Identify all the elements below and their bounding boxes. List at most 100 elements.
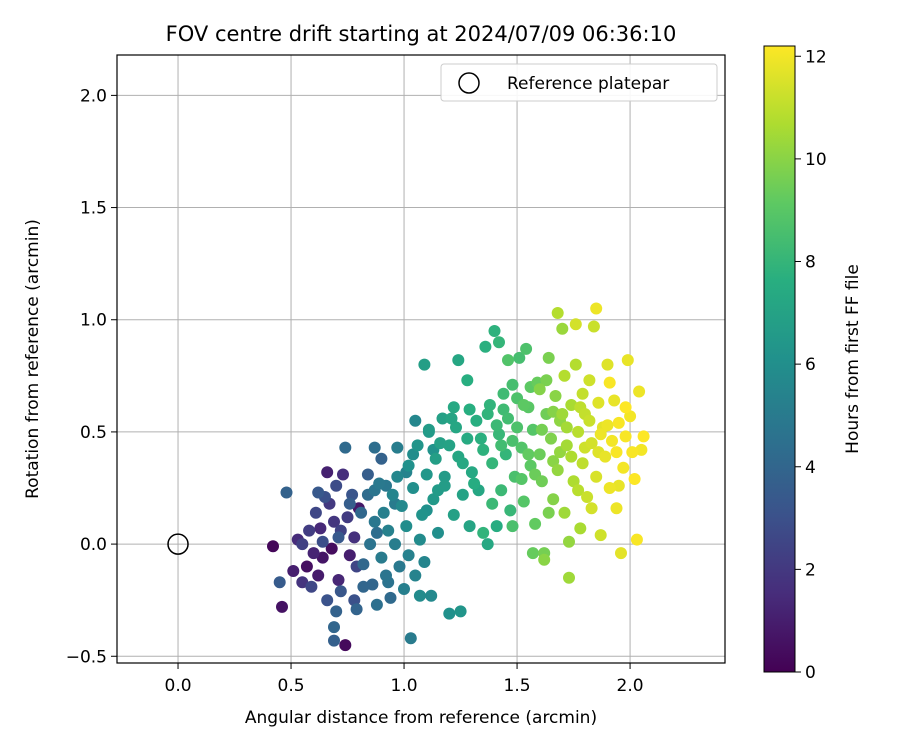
data-point [325,542,338,555]
data-point [346,488,359,501]
data-point [316,535,329,548]
data-point [343,497,356,510]
data-point [328,621,340,634]
data-point [558,369,571,382]
data-point [413,533,426,546]
data-point [542,506,555,519]
data-point [447,508,460,521]
data-point [470,414,483,427]
data-point [542,351,555,364]
data-point [280,486,293,499]
data-point [321,594,334,607]
data-point [450,421,462,434]
data-point [517,399,530,411]
data-point [276,600,288,613]
data-point [393,560,406,573]
data-point [438,470,451,483]
colorbar-gradient [763,45,796,673]
data-point [348,594,361,607]
data-point [506,378,519,391]
y-axis: −0.5 0.0 0.5 1.0 1.5 2.0 [66,86,117,667]
data-point [434,437,447,450]
data-point [556,322,569,335]
data-point [409,414,422,427]
colorbar-tick-label: 12 [805,47,827,67]
data-point [404,632,417,645]
data-point [556,408,569,420]
x-tick-label: 0.5 [278,676,305,696]
data-point [481,408,494,420]
data-point [497,403,510,416]
data-point [355,506,368,519]
legend-label: Reference platepar [507,74,669,94]
data-point [438,479,451,492]
data-point [610,502,623,515]
data-point [526,423,539,436]
data-point [370,598,383,611]
data-point [590,470,603,483]
data-point [565,450,578,463]
data-point [502,354,514,367]
data-point [357,558,370,571]
data-point [624,410,637,423]
data-point [493,336,505,349]
data-point [332,531,345,544]
data-point [547,455,560,468]
data-point [332,574,345,586]
data-point [560,439,573,452]
data-point [563,535,575,548]
data-point [337,468,349,481]
legend-box [440,63,718,102]
data-point [583,374,596,387]
data-point [490,419,503,432]
x-tick-label: 1.5 [504,676,531,696]
data-point [585,437,598,450]
data-point [540,374,553,387]
data-point [612,416,625,429]
data-point [343,549,356,562]
data-point [418,358,431,371]
data-point [316,551,329,564]
data-point [468,477,481,490]
x-axis: 0.0 0.5 1.0 1.5 2.0 [165,663,644,696]
data-point [375,452,388,465]
colorbar-tick-label: 10 [805,150,827,170]
data-point [370,526,383,539]
colorbar-ticks: 0 2 4 6 8 10 12 [795,47,827,683]
data-point [303,524,316,537]
data-point [495,484,508,497]
x-tick-label: 0.0 [165,676,192,696]
colorbar-tick-label: 4 [805,458,816,478]
data-point [395,500,408,512]
data-point [549,390,562,402]
data-point [321,466,334,479]
data-point [305,580,318,593]
data-point [443,607,456,620]
data-point [386,488,399,501]
data-point [416,508,429,521]
data-point [398,583,410,595]
data-point [350,603,363,616]
x-axis-label: Angular distance from reference (arcmin) [245,708,597,728]
data-point [506,434,519,447]
plot-frame [116,54,726,664]
data-point [366,578,379,591]
data-point [524,459,537,472]
data-point [551,464,564,477]
data-point [314,522,327,535]
data-points [267,302,650,652]
data-point [348,531,361,544]
data-point [420,468,433,481]
data-point [422,423,435,436]
data-point [495,439,508,452]
data-point [612,479,625,492]
data-point [520,342,533,355]
data-point [526,547,539,560]
data-point [574,522,587,535]
data-point [483,399,496,411]
data-point [490,520,503,533]
data-point [411,439,424,452]
data-point [341,511,354,524]
data-point [533,383,546,396]
